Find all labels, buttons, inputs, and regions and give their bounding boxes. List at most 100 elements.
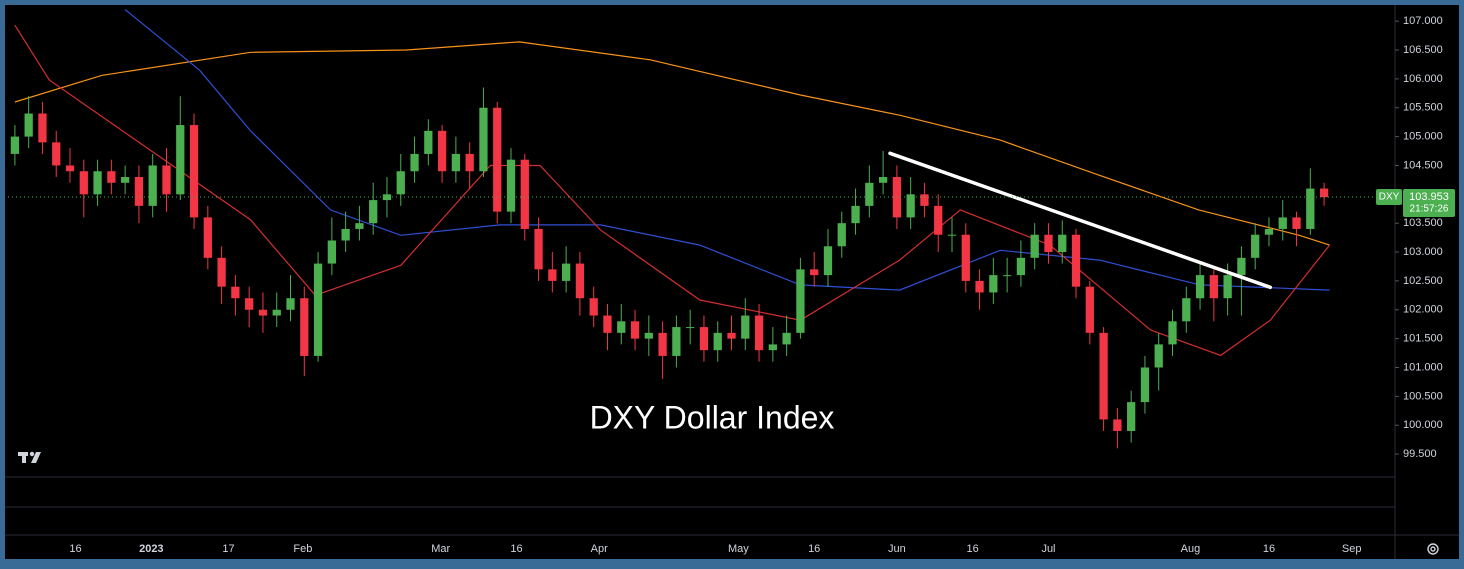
candle-body: [975, 280, 984, 293]
candle-body: [686, 327, 695, 329]
candle-body: [52, 142, 61, 166]
y-tick-label: 106.000: [1403, 73, 1443, 85]
candle-body: [217, 257, 226, 287]
x-tick-label: Aug: [1181, 543, 1201, 555]
moving-average: [124, 9, 1330, 291]
candle-body: [176, 125, 185, 195]
candle-body: [437, 130, 447, 172]
y-tick-label: 103.000: [1403, 246, 1443, 258]
candle-body: [1319, 188, 1329, 198]
candle-body: [920, 194, 929, 206]
candle-body: [713, 332, 722, 351]
symbol-label: DXY: [1379, 192, 1400, 203]
candle-body: [162, 165, 171, 195]
candle-body: [520, 159, 529, 229]
candle-body: [947, 234, 957, 236]
candle-body: [1127, 402, 1136, 431]
candle-body: [24, 113, 33, 137]
candle-body: [1251, 234, 1260, 258]
candle-body: [1099, 332, 1108, 420]
x-tick-label: 16: [69, 543, 81, 555]
candle-body: [810, 269, 819, 276]
y-tick-label: 102.000: [1403, 304, 1443, 316]
candle-body: [768, 344, 777, 351]
candle-body: [245, 298, 254, 310]
y-tick-label: 100.500: [1403, 390, 1443, 402]
candle-body: [837, 223, 846, 247]
candle-body: [1223, 275, 1232, 299]
candle-body: [231, 286, 240, 299]
y-tick-label: 101.000: [1403, 361, 1443, 373]
chart-title: DXY Dollar Index: [590, 399, 835, 435]
candle-body: [796, 269, 805, 333]
candle-body: [189, 125, 199, 218]
y-tick-label: 103.500: [1403, 217, 1443, 229]
candle-body: [672, 327, 681, 356]
candle-body: [823, 246, 833, 276]
candle-body: [865, 182, 874, 206]
candle-body: [1264, 228, 1274, 235]
y-tick-label: 101.500: [1403, 333, 1443, 345]
x-tick-label: 16: [510, 543, 522, 555]
candle-body: [93, 171, 102, 195]
candle-body: [961, 234, 970, 281]
y-tick-label: 106.500: [1403, 44, 1443, 56]
candle-body: [479, 107, 488, 172]
candle-body: [617, 321, 626, 333]
candle-body: [286, 298, 295, 310]
candle-body: [1237, 257, 1246, 276]
candle-body: [134, 177, 144, 206]
y-tick-label: 104.500: [1403, 159, 1443, 171]
candle-body: [1140, 367, 1150, 403]
candle-body: [1278, 217, 1287, 229]
x-tick-label: 17: [222, 543, 234, 555]
candle-body: [1154, 344, 1163, 368]
x-tick-label: Jul: [1041, 543, 1055, 555]
candle-body: [341, 228, 350, 241]
candle-body: [10, 136, 20, 154]
candle-body: [327, 240, 336, 264]
candle-body: [1044, 234, 1053, 253]
candle-body: [258, 309, 268, 316]
candle-body: [1085, 286, 1094, 333]
candle-body: [272, 309, 281, 316]
candle-body: [396, 171, 405, 195]
moving-average: [14, 24, 1331, 357]
candle-body: [493, 107, 502, 212]
candle-body: [1292, 217, 1301, 229]
symbol-badge: [1376, 189, 1402, 206]
trendline: [888, 151, 1273, 290]
candle-body: [589, 298, 598, 316]
candle-body: [1195, 275, 1205, 299]
x-tick-label: Mar: [431, 543, 450, 555]
candle-body: [658, 332, 667, 356]
price-badge: [1403, 189, 1455, 218]
candle-body: [851, 205, 860, 224]
candle-body: [465, 153, 474, 172]
candle-body: [410, 153, 419, 172]
candle-body: [121, 177, 130, 183]
x-tick-label: May: [728, 543, 749, 555]
candle-body: [369, 200, 378, 224]
candle-body: [1030, 234, 1039, 258]
moving-average: [14, 41, 1330, 246]
candle-body: [575, 263, 585, 299]
settings-icon[interactable]: [1427, 543, 1439, 555]
y-tick-label: 105.000: [1403, 131, 1443, 143]
candle-body: [1182, 298, 1191, 322]
candle-body: [906, 194, 915, 218]
candle-body: [603, 315, 612, 333]
x-tick-label: Feb: [293, 543, 312, 555]
candle-body: [1113, 419, 1122, 431]
candle-body: [699, 327, 709, 351]
x-tick-label: Apr: [591, 543, 608, 555]
candle-body: [1002, 275, 1012, 277]
candle-body: [727, 332, 736, 339]
x-tick-label: Jun: [888, 543, 906, 555]
candle-body: [934, 205, 943, 235]
candle-body: [203, 217, 212, 258]
candle-body: [148, 165, 157, 206]
tv-logo: [18, 451, 41, 463]
candle-body: [451, 153, 461, 172]
